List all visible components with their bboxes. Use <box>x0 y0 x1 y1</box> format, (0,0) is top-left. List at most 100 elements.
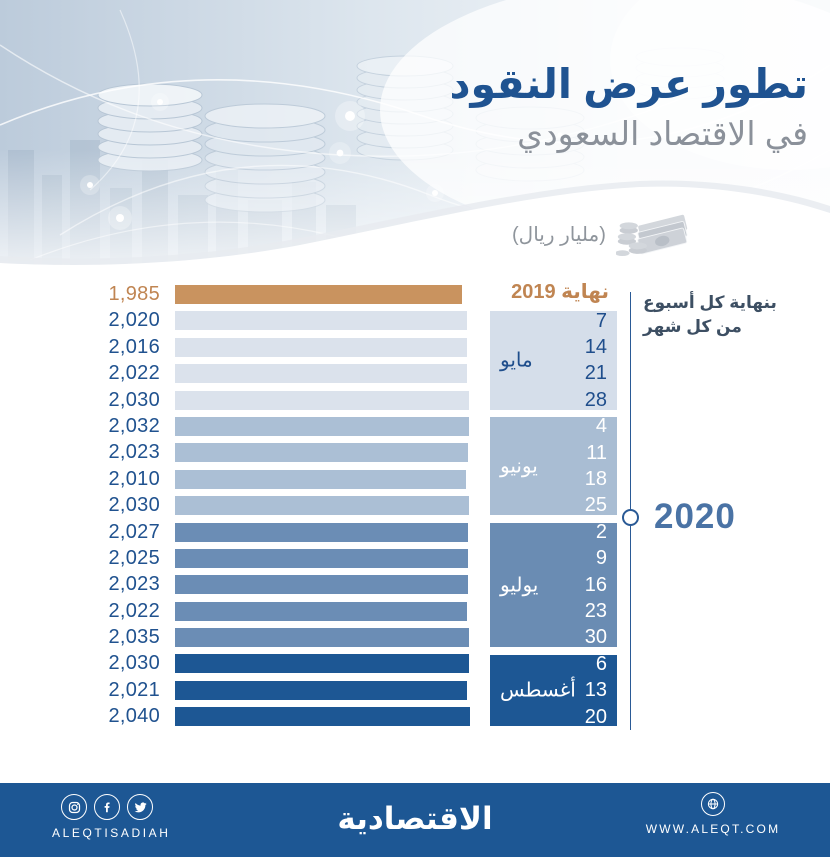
bar-row: 1,985 <box>90 283 470 305</box>
bar-row: 2,023 <box>90 573 470 596</box>
bar-value-label: 2,025 <box>108 546 160 569</box>
day-tick: 13 <box>584 679 607 702</box>
website-url[interactable]: WWW.ALEQT.COM <box>645 822 781 836</box>
title-line2: في الاقتصاد السعودي <box>517 115 808 153</box>
bar <box>175 522 469 542</box>
footer-social-block: ALEQTISADIAH <box>52 794 171 840</box>
bar-value-label: 2,040 <box>108 705 160 728</box>
bar <box>175 654 469 674</box>
day-tick: 28 <box>584 388 607 411</box>
instagram-icon[interactable] <box>61 794 87 820</box>
facebook-icon[interactable] <box>94 794 120 820</box>
day-ticks: 2 9 16 23 30 <box>490 521 617 651</box>
month-name: مايو <box>500 349 533 372</box>
page-title: تطور عرض النقود في الاقتصاد السعودي <box>449 61 808 154</box>
brand-latin-name: ALEQTISADIAH <box>52 826 171 840</box>
aleqtisadiah-logo: الاقتصادية <box>337 801 493 836</box>
bar-value-label: 2,027 <box>108 520 160 543</box>
footer-bar: ALEQTISADIAH الاقتصادية WWW.ALEQT.COM <box>0 783 830 857</box>
weekly-note-line2: من كل شهر <box>643 317 742 336</box>
bar-value-label: 2,010 <box>108 467 160 490</box>
bar-rows: 1,985 2,020 2,016 2,022 2,030 2,032 2,023 2,010… <box>90 283 470 734</box>
bar-row: 2,022 <box>90 363 470 384</box>
day-tick: 25 <box>584 494 607 517</box>
weekly-note: بنهاية كل أسبوع من كل شهر <box>643 291 788 339</box>
day-ticks: 6 13 20 <box>490 653 617 730</box>
bar-value-label: 2,030 <box>108 494 160 517</box>
bar-value-label: 2,035 <box>108 626 160 649</box>
bar-row: 2,027 <box>90 520 470 543</box>
bar <box>175 416 469 436</box>
day-tick: 18 <box>584 468 607 491</box>
bar-row: 2,035 <box>90 626 470 649</box>
globe-icon <box>701 792 725 816</box>
header-photo-area: تطور عرض النقود في الاقتصاد السعودي (ملي… <box>0 0 830 280</box>
month-block: مايو 7 14 21 28 <box>490 310 617 411</box>
day-tick: 4 <box>595 415 607 438</box>
bar <box>175 575 468 595</box>
units-label: (مليار ريال) <box>512 223 606 246</box>
day-ticks: 4 11 18 25 <box>490 415 617 519</box>
units-row: (مليار ريال) <box>512 210 698 258</box>
month-block: يوليو 2 9 16 23 30 <box>490 521 617 651</box>
weekly-note-line1: بنهاية كل أسبوع <box>643 293 777 312</box>
bar-value-label: 2,022 <box>108 599 160 622</box>
day-tick: 11 <box>586 441 607 464</box>
bar-row: 2,025 <box>90 546 470 569</box>
day-tick: 20 <box>584 705 607 728</box>
day-tick: 7 <box>595 309 607 332</box>
bar <box>175 364 468 384</box>
bar-row: 2,010 <box>90 467 470 490</box>
bar-row: 2,022 <box>90 599 470 622</box>
bar <box>175 311 468 331</box>
month-block: أغسطس 6 13 20 <box>490 653 617 730</box>
coins-city-network-background-image <box>0 0 830 280</box>
bar-value-label: 2,020 <box>108 309 160 332</box>
wave-white <box>0 186 830 280</box>
month-name: يوليو <box>500 574 539 597</box>
baseline-period-label: نهاية 2019 <box>511 281 609 303</box>
month-name: يونيو <box>500 455 538 478</box>
year-label: 2020 <box>654 497 736 536</box>
bar <box>175 443 468 463</box>
bar-value-label: 2,032 <box>108 414 160 437</box>
bar <box>175 337 467 357</box>
day-tick: 14 <box>584 336 607 359</box>
day-tick: 21 <box>584 362 607 385</box>
bar-value-label: 2,030 <box>108 388 160 411</box>
money-banknotes-coins-icon <box>615 214 688 257</box>
day-ticks: 7 14 21 28 <box>490 309 617 413</box>
bar-row: 2,020 <box>90 309 470 332</box>
bar-value-label: 2,023 <box>108 573 160 596</box>
bar <box>175 707 470 727</box>
money-supply-bar-chart: 1,985 2,020 2,016 2,022 2,030 2,032 2,023 2,010… <box>0 281 830 745</box>
day-tick: 30 <box>584 626 607 649</box>
month-name: أغسطس <box>500 679 576 702</box>
bar-value-label: 2,021 <box>108 678 160 701</box>
day-tick: 2 <box>595 520 607 543</box>
bar <box>175 628 470 648</box>
bar-value-label: 2,016 <box>108 335 160 358</box>
bar <box>175 601 468 621</box>
bar <box>175 548 468 568</box>
bar-row: 2,030 <box>90 388 470 411</box>
bar-value-label: 1,985 <box>108 283 160 305</box>
footer-website-block: WWW.ALEQT.COM <box>638 792 788 836</box>
timeline-year-marker-dot <box>622 509 639 526</box>
bar-row: 2,023 <box>90 441 470 464</box>
day-tick: 6 <box>595 652 607 675</box>
bar-value-label: 2,030 <box>108 652 160 675</box>
bar <box>175 680 468 700</box>
bar-row: 2,016 <box>90 335 470 358</box>
twitter-icon[interactable] <box>127 794 153 820</box>
day-tick: 16 <box>584 573 607 596</box>
bar-row: 2,021 <box>90 678 470 701</box>
bar <box>175 285 462 304</box>
bar-value-label: 2,023 <box>108 441 160 464</box>
month-block: يونيو 4 11 18 25 <box>490 415 617 516</box>
bar-row: 2,030 <box>90 494 470 517</box>
title-line1: تطور عرض النقود <box>449 61 808 107</box>
day-tick: 9 <box>595 547 607 570</box>
bar <box>175 390 469 410</box>
